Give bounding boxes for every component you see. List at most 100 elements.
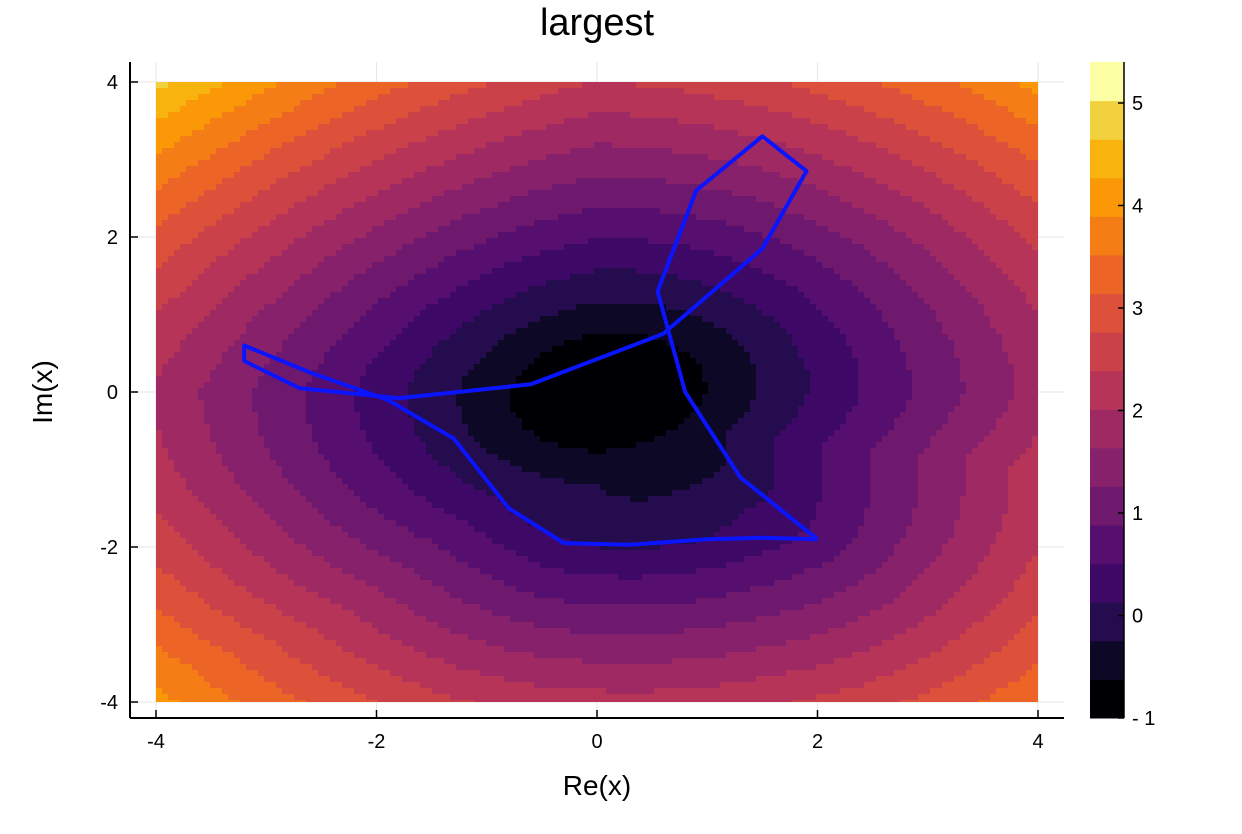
contour-cell	[258, 238, 265, 245]
contour-cell	[372, 214, 379, 221]
contour-cell	[390, 268, 397, 275]
contour-cell	[720, 82, 727, 89]
contour-cell	[354, 280, 361, 287]
contour-cell	[438, 262, 445, 269]
contour-cell	[354, 154, 361, 161]
contour-cell	[672, 130, 679, 137]
contour-cell	[618, 232, 625, 239]
contour-cell	[612, 268, 619, 275]
contour-cell	[948, 94, 955, 101]
contour-cell	[408, 196, 415, 203]
contour-cell	[642, 124, 649, 131]
contour-cell	[558, 250, 565, 257]
contour-cell	[882, 82, 889, 89]
contour-cell	[468, 94, 475, 101]
contour-cell	[834, 100, 841, 107]
contour-cell	[684, 100, 691, 107]
contour-cell	[882, 244, 889, 251]
contour-cell	[372, 94, 379, 101]
contour-cell	[804, 178, 811, 185]
contour-cell	[516, 100, 523, 107]
contour-cell	[180, 244, 187, 251]
contour-cell	[492, 118, 499, 125]
contour-cell	[504, 238, 511, 245]
contour-cell	[612, 190, 619, 197]
contour-cell	[732, 226, 739, 233]
contour-cell	[186, 232, 193, 239]
contour-cell	[642, 154, 649, 161]
contour-cell	[336, 172, 343, 179]
contour-cell	[636, 238, 643, 245]
contour-cell	[792, 196, 799, 203]
contour-cell	[492, 280, 499, 287]
contour-cell	[984, 82, 991, 89]
contour-cell	[822, 154, 829, 161]
contour-cell	[210, 262, 217, 269]
contour-cell	[744, 184, 751, 191]
contour-cell	[450, 148, 457, 155]
contour-cell	[546, 268, 553, 275]
contour-cell	[282, 82, 289, 89]
contour-cell	[432, 154, 439, 161]
contour-cell	[750, 232, 757, 239]
contour-cell	[318, 166, 325, 173]
contour-cell	[366, 88, 373, 95]
contour-cell	[726, 106, 733, 113]
contour-cell	[804, 232, 811, 239]
contour-cell	[462, 100, 469, 107]
contour-cell	[216, 274, 223, 281]
contour-cell	[960, 106, 967, 113]
contour-cell	[918, 220, 925, 227]
contour-cell	[324, 268, 331, 275]
contour-cell	[966, 160, 973, 167]
contour-cell	[942, 178, 949, 185]
contour-cell	[972, 178, 979, 185]
contour-cell	[966, 154, 973, 161]
contour-cell	[222, 208, 229, 215]
contour-cell	[162, 250, 169, 257]
contour-cell	[264, 214, 271, 221]
contour-cell	[330, 106, 337, 113]
contour-cell	[792, 280, 799, 287]
contour-cell	[726, 166, 733, 173]
contour-cell	[954, 112, 961, 119]
contour-cell	[240, 208, 247, 215]
contour-cell	[408, 106, 415, 113]
contour-cell	[474, 214, 481, 221]
contour-cell	[156, 88, 163, 95]
contour-cell	[582, 226, 589, 233]
contour-cell	[840, 250, 847, 257]
contour-cell	[474, 94, 481, 101]
contour-cell	[384, 88, 391, 95]
contour-cell	[282, 178, 289, 185]
contour-cell	[180, 280, 187, 287]
contour-cell	[822, 232, 829, 239]
contour-cell	[942, 208, 949, 215]
contour-cell	[216, 268, 223, 275]
contour-cell	[786, 178, 793, 185]
contour-cell	[996, 256, 1003, 263]
contour-cell	[996, 208, 1003, 215]
contour-cell	[828, 256, 835, 263]
contour-cell	[768, 244, 775, 251]
contour-cell	[780, 190, 787, 197]
contour-cell	[468, 274, 475, 281]
contour-cell	[336, 238, 343, 245]
contour-cell	[1032, 232, 1038, 239]
contour-cell	[258, 220, 265, 227]
contour-cell	[930, 118, 937, 125]
contour-cell	[396, 106, 403, 113]
contour-cell	[648, 184, 655, 191]
contour-cell	[258, 106, 265, 113]
contour-cell	[558, 196, 565, 203]
contour-cell	[636, 100, 643, 107]
contour-cell	[258, 214, 265, 221]
contour-cell	[714, 94, 721, 101]
contour-cell	[498, 262, 505, 269]
contour-cell	[414, 166, 421, 173]
contour-cell	[1032, 190, 1038, 197]
contour-cell	[606, 178, 613, 185]
contour-cell	[792, 100, 799, 107]
contour-cell	[744, 136, 751, 143]
contour-cell	[498, 184, 505, 191]
